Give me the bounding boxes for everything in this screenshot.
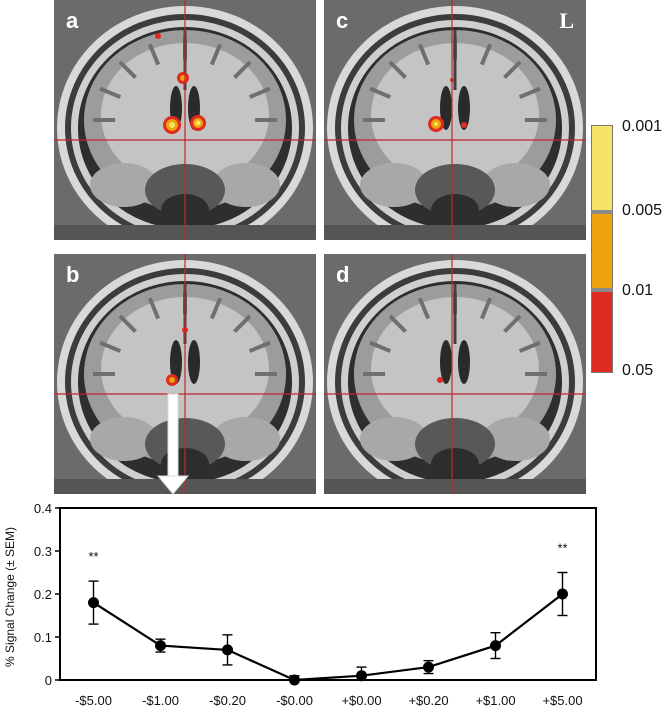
- y-ticks: 0 0.1 0.2 0.3 0.4: [34, 501, 60, 688]
- x-tick-label: +$0.00: [341, 693, 381, 708]
- x-ticks: -$5.00 -$1.00 -$0.20 -$0.00 +$0.00 +$0.20 +$1.…: [75, 693, 583, 708]
- x-tick-label: -$0.20: [209, 693, 246, 708]
- colorbar-divider: [591, 288, 613, 292]
- colorbar-dark-segment: [592, 290, 612, 372]
- data-point: [155, 640, 166, 652]
- y-axis-label: % Signal Change (± SEM): [3, 527, 17, 667]
- series-line: [92, 593, 564, 682]
- hemisphere-label: L: [559, 8, 574, 33]
- colorbar-tick-label: 0.001: [622, 118, 663, 135]
- brain-slice-image: [54, 254, 316, 494]
- y-tick-label: 0.3: [34, 544, 52, 559]
- p-value-colorbar: [591, 125, 613, 373]
- data-point: [490, 640, 501, 652]
- x-tick-label: +$5.00: [542, 693, 582, 708]
- data-point: [88, 597, 99, 609]
- panel-label: b: [66, 262, 80, 287]
- x-tick-label: +$0.20: [408, 693, 448, 708]
- plot-frame: [59, 507, 597, 681]
- brain-slice-image: [324, 0, 586, 240]
- brain-slice-image: [324, 254, 586, 494]
- data-point: [423, 661, 434, 673]
- y-tick-label: 0.1: [34, 630, 52, 645]
- significance-annotation: **: [557, 541, 567, 556]
- panel-label: d: [336, 262, 350, 287]
- panel-label: a: [66, 8, 79, 33]
- colorbar-mid-segment: [592, 212, 612, 290]
- y-tick-label: 0: [45, 673, 52, 688]
- series: ** **: [88, 541, 568, 686]
- brain-panel-d: d: [324, 254, 586, 494]
- colorbar-tick-label: 0.05: [622, 362, 654, 379]
- x-tick-label: +$1.00: [475, 693, 515, 708]
- y-tick-label: 0.4: [34, 501, 52, 516]
- brain-panel-a: a: [54, 0, 316, 240]
- colorbar-tick-label: 0.01: [622, 282, 654, 299]
- panel-label: c: [336, 8, 349, 33]
- significance-annotation: **: [88, 549, 98, 564]
- brain-slice-image: [54, 0, 316, 240]
- x-tick-label: -$5.00: [75, 693, 112, 708]
- data-point: [557, 588, 568, 600]
- brain-panel-c: c L: [324, 0, 586, 240]
- x-tick-label: -$1.00: [142, 693, 179, 708]
- data-point: [356, 670, 367, 682]
- colorbar-light-segment: [592, 126, 612, 212]
- colorbar-divider: [591, 210, 613, 214]
- data-point: [222, 644, 233, 656]
- colorbar-tick-label: 0.005: [622, 202, 663, 219]
- down-arrow-icon: [156, 393, 190, 494]
- signal-change-chart: % Signal Change (± SEM) 0 0.1 0.2 0.3 0.4 -$…: [3, 501, 597, 708]
- brain-panel-b: b: [54, 254, 316, 494]
- x-tick-label: -$0.00: [276, 693, 313, 708]
- y-tick-label: 0.2: [34, 587, 52, 602]
